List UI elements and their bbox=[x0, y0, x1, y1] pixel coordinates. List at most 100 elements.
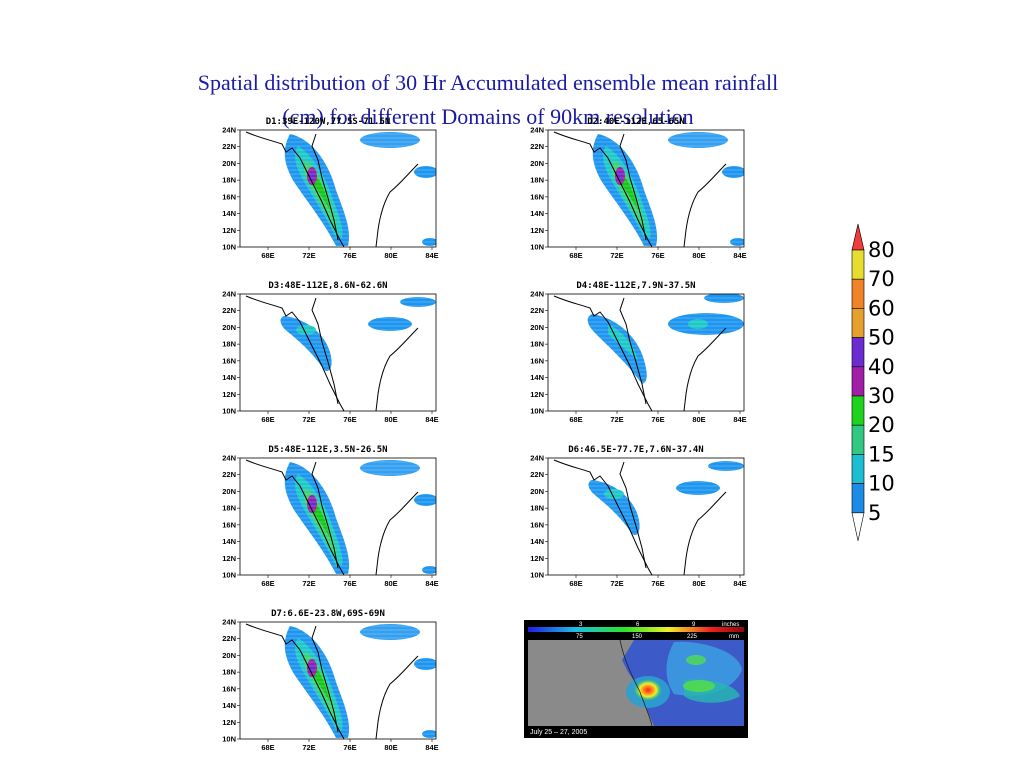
legend-swatch bbox=[851, 366, 865, 397]
lat-tick-label: 20N bbox=[530, 159, 544, 168]
page-title-line-2: (cm) for different Domains of 90km resol… bbox=[282, 104, 694, 129]
lon-tick-label: 76E bbox=[343, 251, 356, 260]
legend-label: 60 bbox=[868, 296, 895, 320]
sat-scale-top-3: 9 bbox=[692, 622, 696, 628]
lat-tick-label: 22N bbox=[222, 142, 236, 151]
lon-tick-label: 80E bbox=[384, 415, 397, 424]
lat-tick-label: 16N bbox=[222, 684, 236, 693]
east-coastline bbox=[375, 327, 419, 411]
legend-label: 20 bbox=[868, 413, 895, 437]
lat-tick-label: 24N bbox=[530, 126, 544, 135]
ghats-line bbox=[619, 297, 647, 405]
satellite-rainfall-image: 3 6 9 inches 75 150 225 mm July 25 – 27,… bbox=[524, 620, 748, 738]
lat-tick-label: 14N bbox=[222, 537, 236, 546]
lon-tick-label: 76E bbox=[343, 743, 356, 752]
lat-tick-label: 10N bbox=[222, 571, 236, 580]
lat-tick-label: 18N bbox=[530, 176, 544, 185]
lon-tick-label: 72E bbox=[302, 251, 315, 260]
contour-banding bbox=[578, 297, 744, 411]
coastline bbox=[553, 459, 653, 575]
legend-label: 50 bbox=[868, 326, 895, 350]
sat-scale-top-unit: inches bbox=[722, 622, 739, 628]
lat-tick-label: 10N bbox=[530, 243, 544, 252]
coastline bbox=[553, 131, 653, 247]
map-panel-d1: D1:39E-120W,77.5S-71.5N 24N 22N 20N 18N 16N 14… bbox=[216, 110, 440, 260]
sat-caption: July 25 – 27, 2005 bbox=[530, 729, 587, 736]
lat-tick-label: 14N bbox=[530, 209, 544, 218]
plot-frame bbox=[547, 129, 745, 248]
legend-swatch bbox=[851, 278, 865, 309]
plot-frame bbox=[239, 293, 437, 412]
map-svg: D1:39E-120W,77.5S-71.5N 24N 22N 20N 18N 16N 14… bbox=[222, 117, 438, 260]
map-panel-d6: D6:46.5E-77.7E,7.6N-37.4N 24N 22N 20N 18N 16N… bbox=[524, 438, 748, 588]
lat-tick-label: 12N bbox=[530, 390, 544, 399]
coastline bbox=[245, 623, 345, 739]
plot-frame bbox=[239, 457, 437, 576]
legend-swatch bbox=[851, 395, 865, 426]
lat-tick-label: 14N bbox=[222, 373, 236, 382]
lon-tick-label: 80E bbox=[384, 251, 397, 260]
page-title-line-1: Spatial distribution of 30 Hr Accumulate… bbox=[197, 70, 779, 95]
lat-tick-label: 24N bbox=[530, 454, 544, 463]
lon-tick-label: 68E bbox=[569, 415, 582, 424]
lat-tick-label: 18N bbox=[222, 668, 236, 677]
lat-tick-label: 22N bbox=[222, 470, 236, 479]
plot-frame bbox=[239, 129, 437, 248]
legend-swatch bbox=[851, 249, 865, 280]
panel-label: D4:48E-112E,7.9N-37.5N bbox=[576, 281, 695, 291]
lat-tick-label: 12N bbox=[530, 226, 544, 235]
sat-scale-top-2: 6 bbox=[636, 622, 640, 628]
lat-tick-label: 14N bbox=[530, 537, 544, 546]
lat-tick-label: 22N bbox=[222, 634, 236, 643]
legend-swatch bbox=[851, 308, 865, 338]
lat-tick-label: 18N bbox=[222, 504, 236, 513]
lat-tick-label: 10N bbox=[222, 735, 236, 744]
ghats-line bbox=[311, 297, 339, 405]
sat-scale-bottom-unit: mm bbox=[729, 634, 739, 640]
map-panel-d3: D3:48E-112E,8.6N-62.6N 24N 22N 20N 18N 16N 14N… bbox=[216, 274, 440, 424]
lat-tick-label: 14N bbox=[222, 701, 236, 710]
lat-tick-label: 22N bbox=[222, 306, 236, 315]
lon-tick-label: 76E bbox=[651, 251, 664, 260]
east-coastline bbox=[375, 491, 419, 575]
lat-tick-label: 20N bbox=[222, 159, 236, 168]
lat-tick-label: 22N bbox=[530, 470, 544, 479]
lon-tick-label: 68E bbox=[569, 251, 582, 260]
lat-tick-label: 18N bbox=[530, 340, 544, 349]
lon-tick-label: 80E bbox=[384, 743, 397, 752]
lon-tick-label: 84E bbox=[733, 251, 746, 260]
legend-label: 30 bbox=[868, 384, 895, 408]
sat-scale-top-1: 3 bbox=[579, 622, 583, 628]
lon-tick-label: 80E bbox=[692, 415, 705, 424]
legend-swatch bbox=[851, 454, 865, 484]
lon-tick-label: 76E bbox=[651, 579, 664, 588]
east-coastline bbox=[683, 327, 727, 411]
lon-tick-label: 72E bbox=[302, 743, 315, 752]
rainfall-contours bbox=[588, 461, 744, 536]
lon-tick-label: 80E bbox=[384, 579, 397, 588]
satellite-map: 3 6 9 inches 75 150 225 mm July 25 – 27,… bbox=[524, 620, 748, 738]
lat-tick-label: 16N bbox=[530, 356, 544, 365]
map-svg: D6:46.5E-77.7E,7.6N-37.4N 24N 22N 20N 18N 16N… bbox=[530, 445, 746, 588]
ghats-line bbox=[311, 461, 339, 569]
lon-tick-label: 84E bbox=[425, 579, 438, 588]
legend-label: 10 bbox=[868, 472, 895, 496]
rainfall-legend: 80 70 60 50 40 30 20 15 10 5 bbox=[851, 223, 895, 541]
lat-tick-label: 20N bbox=[530, 323, 544, 332]
sat-color-scale bbox=[528, 627, 744, 632]
lat-tick-label: 20N bbox=[222, 487, 236, 496]
lat-tick-label: 10N bbox=[222, 407, 236, 416]
east-coastline bbox=[683, 163, 727, 247]
lat-tick-label: 24N bbox=[530, 290, 544, 299]
plot-frame bbox=[547, 457, 745, 576]
lat-tick-label: 20N bbox=[530, 487, 544, 496]
plot-area bbox=[548, 458, 744, 575]
legend-label: 5 bbox=[868, 501, 881, 525]
lon-tick-label: 76E bbox=[343, 579, 356, 588]
lat-tick-label: 18N bbox=[222, 176, 236, 185]
lat-tick-label: 10N bbox=[530, 571, 544, 580]
contour-banding bbox=[578, 133, 744, 247]
sat-scale-bottom-3: 225 bbox=[687, 634, 698, 640]
coastline bbox=[245, 459, 345, 575]
map-svg: D2:40E-112E,65-65N 24N 22N 20N 18N 16N 14N 12N 1… bbox=[530, 117, 746, 260]
